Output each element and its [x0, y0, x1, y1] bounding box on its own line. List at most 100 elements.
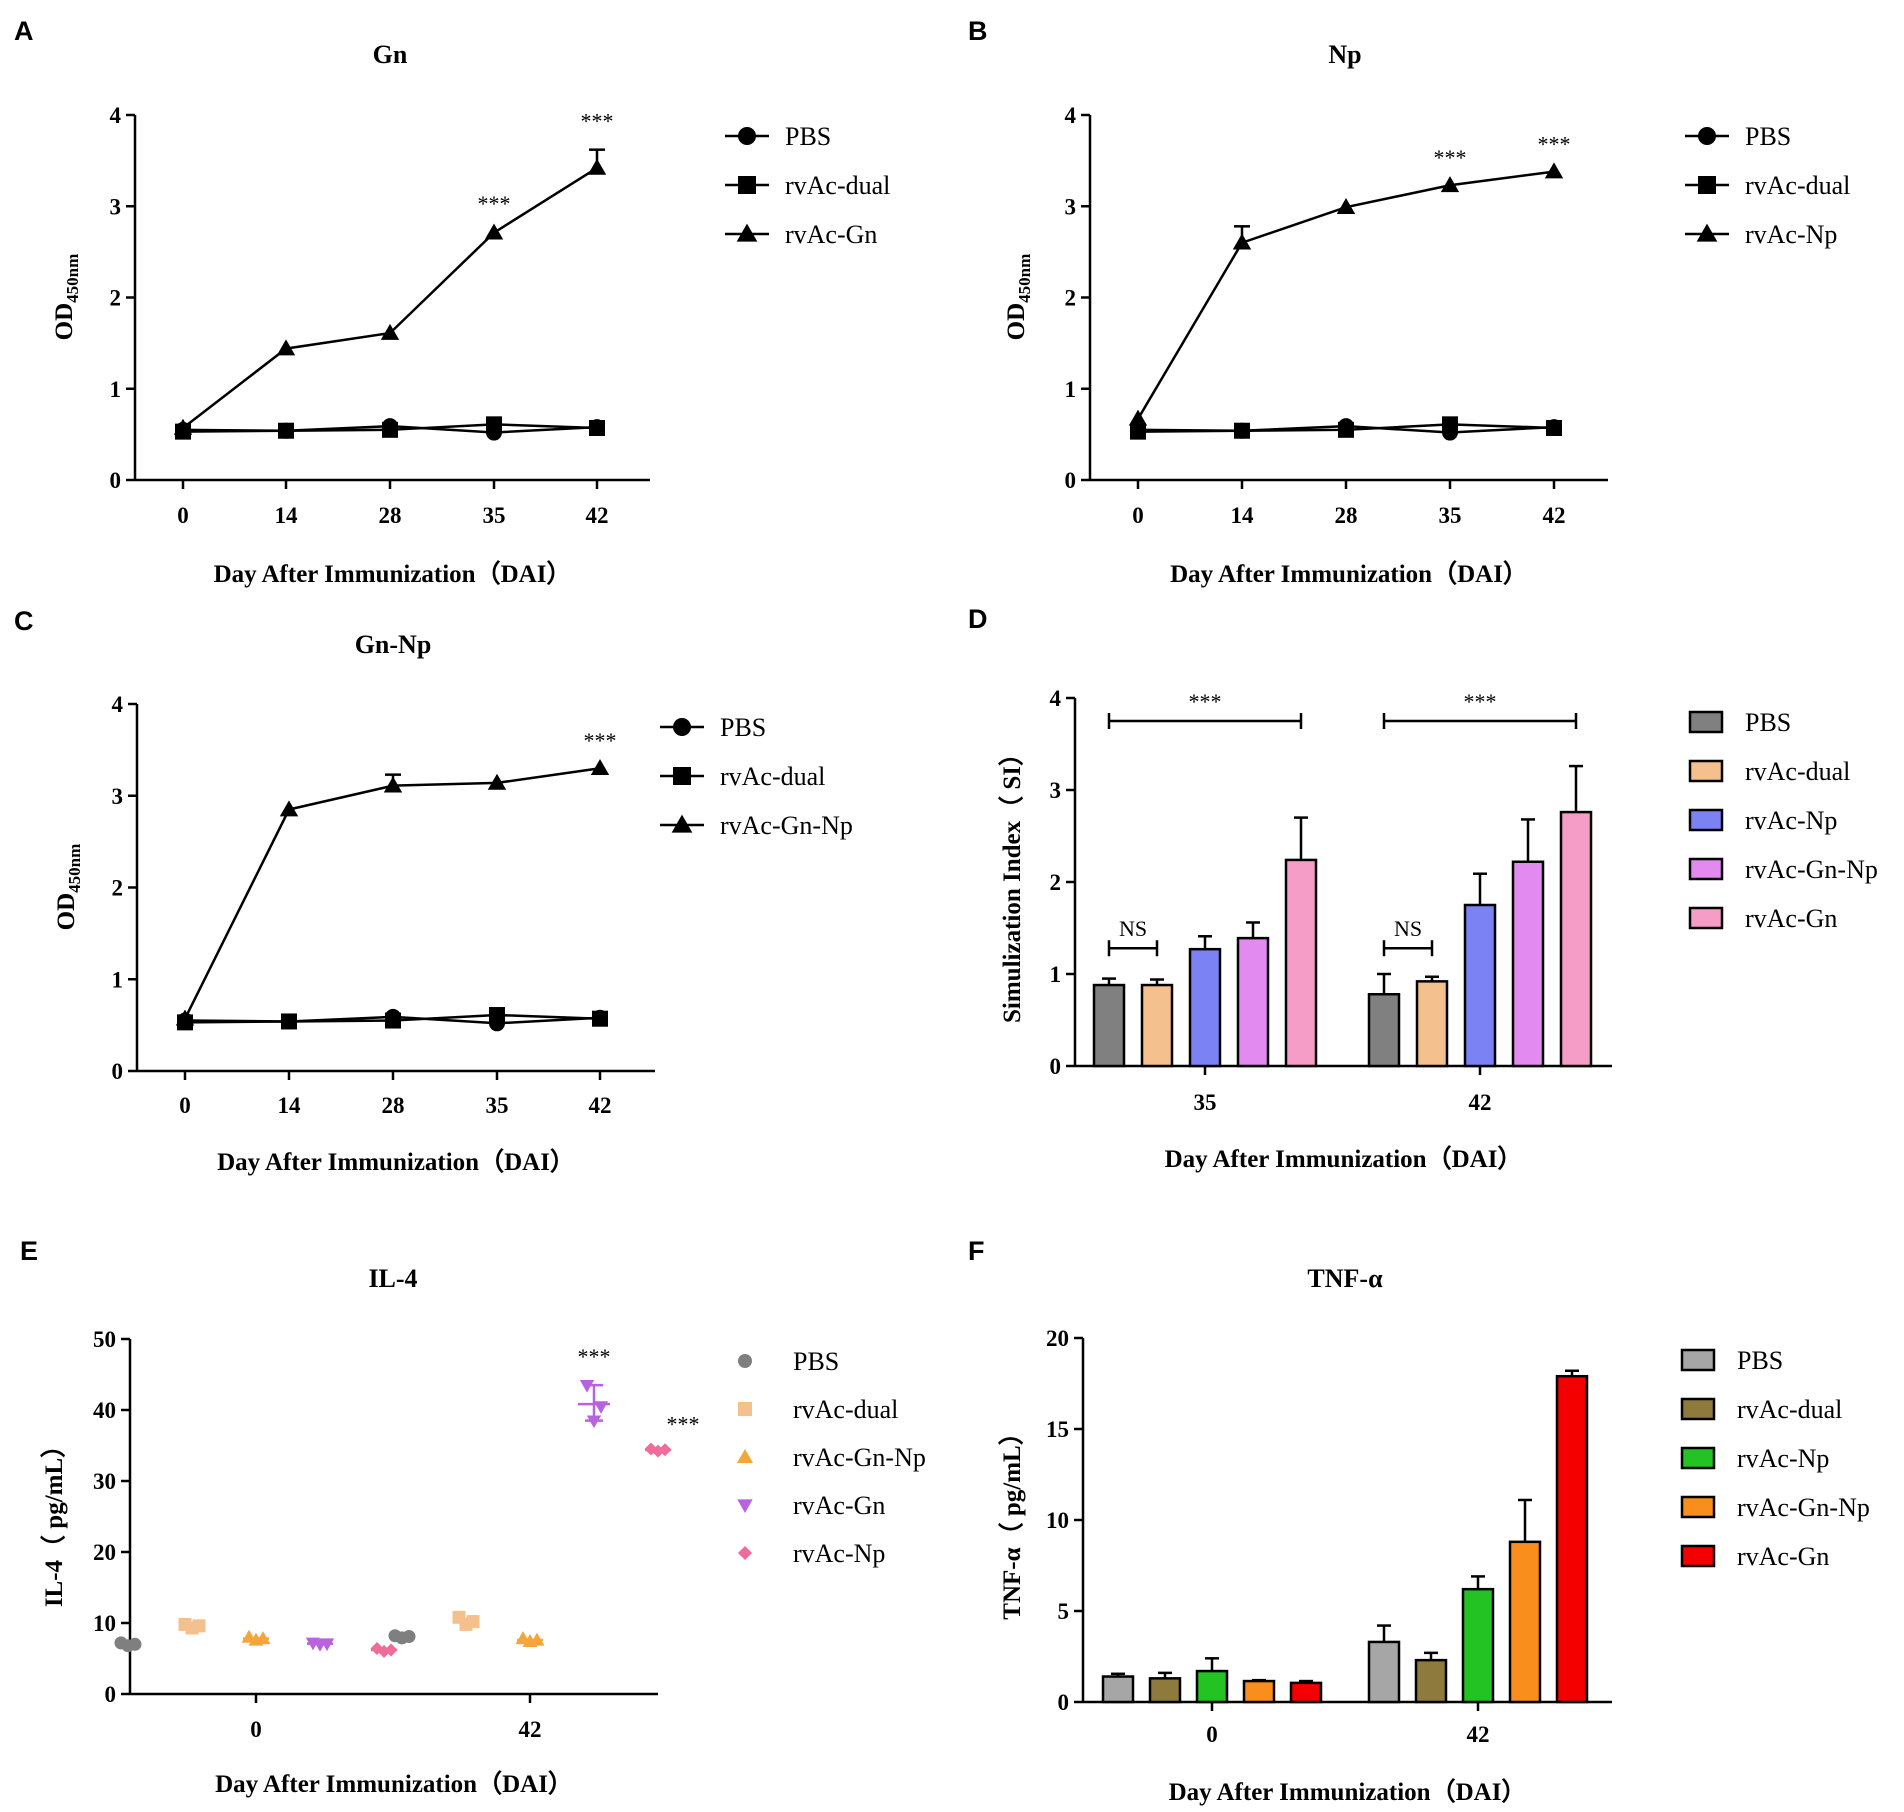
y-tick-label-D: 4 [1050, 686, 1062, 711]
data-point-A-1 [486, 416, 502, 433]
chart-title-C: Gn-Np [355, 630, 432, 659]
y-axis-label-B: OD450nm [1003, 254, 1034, 341]
significance-label-C: *** [584, 728, 617, 753]
legend-label-D: PBS [1745, 708, 1791, 737]
y-tick-label-F: 20 [1046, 1326, 1069, 1351]
legend-label-B: PBS [1745, 122, 1791, 151]
x-tick-label-E: 0 [250, 1717, 262, 1742]
x-tick-label-B: 28 [1335, 503, 1358, 528]
series-line-C-2 [183, 766, 601, 1020]
y-axis-label-F: TNF-α（ pg/mL） [997, 1420, 1026, 1619]
y-tick-label-A: 4 [110, 103, 122, 128]
y-axis-label-main: OD [1003, 303, 1030, 341]
data-point-E-0 [402, 1629, 416, 1643]
series-line-A-2 [182, 166, 598, 429]
data-point-B-2 [1336, 197, 1356, 214]
legend-swatch-F [1680, 1495, 1716, 1519]
y-tick-label-F: 10 [1046, 1508, 1069, 1533]
data-point-B-1 [1130, 423, 1146, 440]
legend-marker-C [673, 767, 691, 785]
legend-label-E: rvAc-Np [793, 1539, 885, 1568]
legend-swatch-D [1688, 710, 1724, 734]
legend-swatch-D [1688, 808, 1724, 832]
y-tick-label-D: 0 [1050, 1054, 1062, 1079]
panel-letter-F: F [968, 1236, 985, 1266]
legend-label-D: rvAc-Np [1745, 806, 1837, 835]
significance-label-E: *** [667, 1411, 700, 1436]
legend-label-C: PBS [720, 713, 766, 742]
data-point-A-2 [276, 339, 296, 356]
x-axis-label-D: Day After Immunization（DAI） [1165, 1144, 1523, 1173]
chart-title-B: Np [1328, 40, 1361, 69]
x-tick-label-B: 0 [1132, 503, 1144, 528]
bar-F-2 [1195, 1669, 1229, 1704]
data-point-A-2 [484, 223, 504, 240]
y-axis-label-A: OD450nm [51, 254, 82, 341]
legend-marker-B [1698, 176, 1716, 194]
y-tick-label-B: 2 [1065, 286, 1077, 311]
y-tick-label-B: 0 [1065, 468, 1077, 493]
legend-marker-A [738, 176, 756, 194]
significance-label-A: *** [581, 109, 614, 134]
y-tick-label-E: 40 [93, 1398, 116, 1423]
legend-swatch-D [1688, 906, 1724, 930]
panel-letter-B: B [968, 16, 988, 46]
data-point-B-1 [1546, 419, 1562, 436]
significance-label-E: *** [578, 1344, 611, 1369]
data-point-B-2 [1440, 176, 1460, 193]
data-point-C-2 [175, 1009, 195, 1026]
y-tick-label-A: 2 [110, 286, 122, 311]
legend-swatch-F [1680, 1544, 1716, 1568]
legend-label-D: rvAc-Gn [1745, 904, 1837, 933]
bar-D-2 [1463, 903, 1497, 1068]
data-point-E-3 [319, 1638, 335, 1652]
data-point-A-2 [587, 158, 607, 175]
legend-label-B: rvAc-dual [1745, 171, 1850, 200]
bar-F-1 [1148, 1677, 1182, 1704]
data-point-A-2 [380, 323, 400, 340]
data-point-E-4 [384, 1643, 398, 1657]
y-tick-label-A: 0 [110, 468, 122, 493]
x-tick-label-B: 35 [1439, 503, 1462, 528]
x-axis-label-E: Day After Immunization（DAI） [215, 1769, 573, 1798]
x-tick-label-A: 42 [586, 503, 609, 528]
legend-label-E: rvAc-Gn-Np [793, 1443, 926, 1472]
y-axis-label-sub: 450nm [1015, 254, 1034, 303]
data-point-A-1 [278, 422, 294, 439]
x-axis-label-C: Day After Immunization（DAI） [217, 1147, 575, 1176]
x-tick-label-B: 14 [1231, 503, 1255, 528]
data-point-E-0 [128, 1637, 142, 1651]
y-axis-label-sub: 450nm [63, 254, 82, 303]
legend-label-F: rvAc-dual [1737, 1395, 1842, 1424]
y-tick-label-D: 2 [1050, 870, 1062, 895]
y-tick-label-A: 3 [110, 194, 122, 219]
data-point-C-2 [590, 759, 610, 776]
bar-D-4 [1284, 858, 1318, 1068]
y-tick-label-D: 3 [1050, 778, 1062, 803]
data-point-E-1 [192, 1619, 206, 1633]
bar-D-3 [1236, 936, 1270, 1068]
data-point-C-2 [279, 800, 299, 817]
x-tick-label-A: 0 [177, 503, 189, 528]
data-point-E-2 [529, 1632, 545, 1646]
x-tick-label-F: 42 [1467, 1722, 1490, 1747]
x-tick-label-E: 42 [519, 1717, 542, 1742]
x-tick-label-D: 42 [1469, 1090, 1492, 1115]
legend-label-E: rvAc-dual [793, 1395, 898, 1424]
legend-label-F: rvAc-Gn-Np [1737, 1493, 1870, 1522]
legend-marker-A [738, 127, 756, 145]
y-tick-label-E: 0 [105, 1682, 117, 1707]
data-point-C-1 [592, 1010, 608, 1027]
legend-label-F: PBS [1737, 1346, 1783, 1375]
legend-label-F: rvAc-Gn [1737, 1542, 1829, 1571]
legend-label-D: rvAc-dual [1745, 757, 1850, 786]
x-tick-label-C: 42 [589, 1093, 612, 1118]
legend-label-E: rvAc-Gn [793, 1491, 885, 1520]
y-tick-label-F: 5 [1058, 1599, 1070, 1624]
y-tick-label-E: 50 [93, 1327, 116, 1352]
data-point-C-1 [281, 1013, 297, 1030]
data-point-A-1 [589, 419, 605, 436]
x-tick-label-F: 0 [1206, 1722, 1218, 1747]
y-tick-label-C: 0 [112, 1059, 124, 1084]
chart-title-E: IL-4 [368, 1264, 417, 1293]
